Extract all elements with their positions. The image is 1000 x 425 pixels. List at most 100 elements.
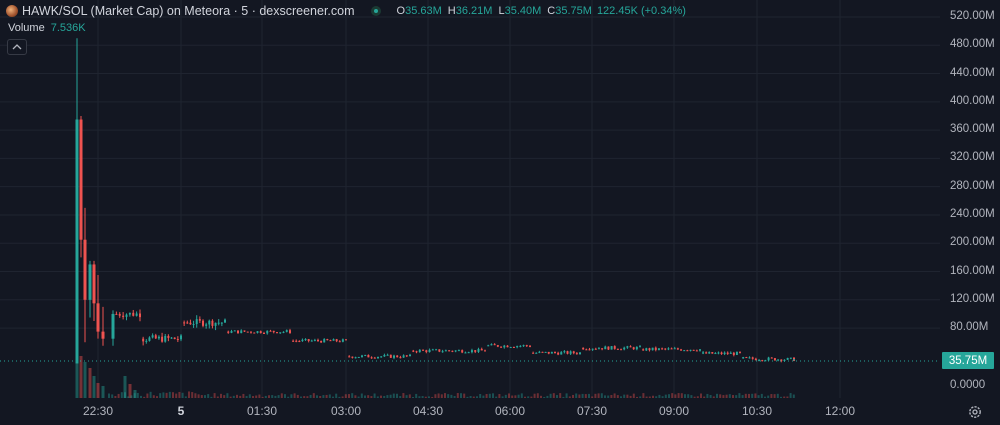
candle-body [205,324,208,326]
candle-body [348,356,351,358]
candle-body [396,355,399,358]
candle-body [164,335,167,342]
price-tick-label: 440.00M [950,66,995,79]
candle-body [529,345,531,347]
volume-bar [226,393,229,398]
volume-bar [482,395,485,398]
candle-body [554,352,556,354]
time-tick-label: 07:30 [576,404,608,418]
volume-bar [716,393,718,398]
price-tick-label: 240.00M [950,207,995,220]
candle-body [585,349,588,351]
volume-bar [277,395,280,398]
volume-bar [396,393,398,398]
volume-bar [530,396,533,398]
candle-body [151,335,154,338]
candle-body [259,331,262,333]
volume-bar [565,393,568,398]
volume-bar [706,393,709,398]
chart-title: HAWK/SOL (Market Cap) on Meteora · 5 · d… [22,4,355,18]
volume-bar [469,396,472,398]
volume-bar [748,393,750,398]
candle-body [560,352,563,355]
collapse-legend-button[interactable] [7,39,27,55]
candle-body [418,349,421,353]
volume-bar [690,395,693,398]
volume-bar [568,396,571,398]
volume-bar [786,396,789,398]
candle-body [157,336,160,339]
volume-bar [671,393,674,398]
token-pair-icon [6,5,18,17]
candle-body [192,324,195,326]
candle-body [115,313,118,315]
candle-body [686,350,689,352]
candle-body [422,349,425,351]
volume-bar [156,396,158,398]
candle-body [629,346,632,348]
volume-bar [120,392,123,398]
candle-body [341,339,344,342]
volume-bar [300,396,302,398]
candle-body [607,346,610,350]
candle-body [538,351,541,353]
volume-bar [658,394,661,398]
volume-bar [575,393,578,398]
candle-body [783,359,786,361]
price-tick-label: 120.00M [950,292,995,305]
volume-bar [588,393,590,398]
volume-bar [511,395,514,398]
high-value: 36.21M [455,5,493,17]
time-tick-label: 03:00 [330,404,362,418]
volume-bar [140,395,142,398]
volume-bar [604,395,606,398]
volume-bar [687,394,690,398]
candle-body [161,336,164,342]
candle-body [377,356,379,359]
volume-bar [399,396,402,398]
volume-bar [194,393,197,398]
candle-body [566,351,569,354]
volume-bar [130,395,133,398]
volume-bar [316,395,318,398]
candle-body [786,358,789,360]
volume-bar [114,395,117,398]
candle-body [764,360,767,362]
candle-body [367,354,370,358]
volume-bar [789,393,792,398]
volume-bar [444,393,446,398]
volume-bar [325,394,328,398]
candle-body [557,352,560,355]
candle-body [272,330,275,333]
volume-bar [559,393,562,398]
volume-bar [434,394,437,398]
volume-bar [728,394,731,398]
volume-bar [216,396,219,398]
candle-body [256,331,259,333]
candle-body [173,337,176,340]
volume-bar [610,394,613,398]
candle-body [266,330,269,334]
candle-body [217,322,220,324]
volume-bar [776,393,779,398]
candle-body [405,355,408,357]
volume-bar [402,393,405,398]
candle-body [298,340,301,342]
candle-body [122,315,125,317]
candle-body [793,359,795,361]
candle-body [399,357,402,359]
volume-bar [133,393,136,398]
candle-body [503,345,506,348]
volume-bar [146,393,149,398]
candle-body [198,319,201,321]
volume-bar [408,394,411,398]
candle-body [664,348,667,350]
volume-bar [536,393,539,398]
volume-bar [485,394,488,398]
candle-body [214,322,217,326]
candle-body [148,337,151,341]
chart-settings-button[interactable] [967,404,983,420]
volume-bar [386,395,389,398]
price-tick-label: 360.00M [950,123,995,136]
